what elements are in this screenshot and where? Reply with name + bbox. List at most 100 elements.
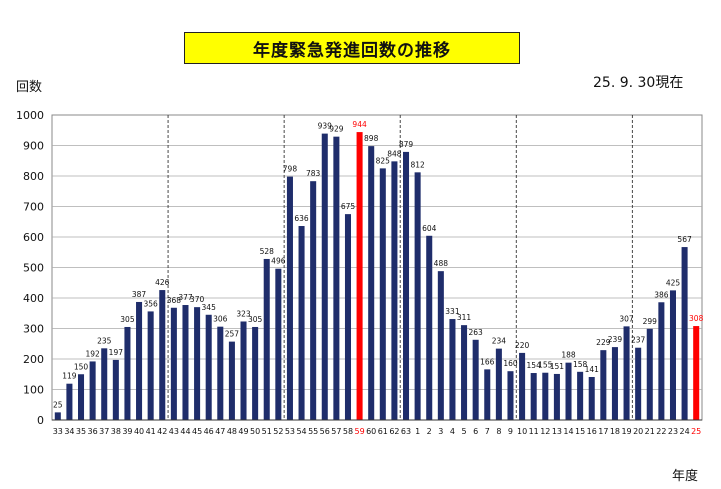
bar-value-label: 798 [283,165,298,174]
bar-value-label: 160 [503,359,518,368]
bar [298,226,305,420]
bar-value-label: 154 [527,361,542,370]
x-tick-label: 40 [134,427,144,436]
y-tick-label: 300 [23,323,44,336]
bar [263,258,270,420]
bar [484,369,491,420]
x-tick-label: 39 [122,427,132,436]
bar-value-label: 488 [434,259,449,268]
bar [437,271,444,420]
bar-value-label: 939 [318,122,333,131]
bar [379,168,386,420]
x-tick-label: 45 [192,427,202,436]
x-tick-label: 41 [146,427,156,436]
bar-value-label: 263 [468,328,483,337]
x-tick-label: 11 [529,427,539,436]
bar [577,371,584,420]
bar [217,326,224,420]
bar-value-label: 299 [643,317,658,326]
x-tick-label: 6 [473,427,478,436]
bar [368,146,375,421]
x-tick-label: 7 [485,427,490,436]
x-tick-label: 51 [262,427,272,436]
bar-value-label: 235 [97,336,112,345]
bar-value-label: 257 [225,330,240,339]
bar-value-label: 387 [132,290,147,299]
bar [623,326,630,420]
bar [124,326,131,420]
bar [600,350,607,420]
y-tick-label: 0 [37,414,44,427]
bar-value-label: 567 [677,235,692,244]
x-tick-label: 19 [621,427,631,436]
bar-value-label: 825 [376,156,391,165]
bar-value-label: 192 [85,349,100,358]
bar-value-label: 356 [143,299,158,308]
bar-value-label: 155 [538,361,553,370]
x-tick-label: 59 [354,427,364,436]
x-tick-label: 56 [320,427,330,436]
bar-value-label: 239 [608,335,623,344]
bar [101,348,108,420]
x-tick-label: 5 [462,427,467,436]
x-tick-label: 15 [575,427,585,436]
x-tick-label: 3 [438,427,443,436]
bar [461,325,468,420]
x-tick-label: 60 [366,427,376,436]
bar [54,412,61,420]
x-tick-label: 23 [668,427,678,436]
bar-value-label: 944 [352,120,367,129]
x-tick-label: 44 [180,427,190,436]
bar-value-label: 308 [689,314,704,323]
bar [147,311,154,420]
x-tick-label: 4 [450,427,455,436]
bar [449,319,456,420]
bar-value-label: 879 [399,140,414,149]
x-tick-label: 58 [343,427,353,436]
bar [310,181,317,420]
x-tick-label: 10 [517,427,527,436]
bar [344,214,351,420]
bar [275,268,282,420]
x-tick-label: 33 [53,427,63,436]
bar-value-label: 345 [202,303,217,312]
bar-value-label: 197 [109,348,124,357]
bar-value-label: 305 [120,315,135,324]
bar [646,328,653,420]
y-tick-label: 1000 [16,109,44,122]
bar-value-label: 370 [190,295,205,304]
bar [507,371,514,420]
y-tick-label: 800 [23,170,44,183]
bar [89,361,96,420]
y-tick-label: 500 [23,262,44,275]
bar-value-label: 636 [294,214,309,223]
bar [78,374,85,420]
bar-value-label: 234 [492,337,507,346]
bar-value-label: 426 [155,278,170,287]
x-tick-label: 14 [563,427,573,436]
x-tick-label: 34 [64,427,74,436]
y-tick-label: 700 [23,201,44,214]
y-tick-label: 100 [23,384,44,397]
bar [553,373,560,420]
bar-value-label: 496 [271,257,286,266]
bar-value-label: 166 [480,357,495,366]
bar [495,348,502,420]
bar [472,339,479,420]
bar-value-label: 237 [631,336,646,345]
bar-value-label: 528 [260,247,275,256]
x-tick-label: 54 [296,427,306,436]
x-tick-label: 17 [598,427,608,436]
bar-value-label: 675 [341,202,356,211]
x-tick-label: 1 [415,427,420,436]
bar-value-label: 25 [53,400,63,409]
x-tick-label: 16 [587,427,597,436]
x-tick-label: 9 [508,427,513,436]
bar [565,362,572,420]
x-tick-label: 24 [679,427,689,436]
x-tick-label: 50 [250,427,260,436]
bar [542,372,549,420]
bar-value-label: 141 [585,365,600,374]
bar [588,376,595,420]
y-tick-label: 600 [23,231,44,244]
